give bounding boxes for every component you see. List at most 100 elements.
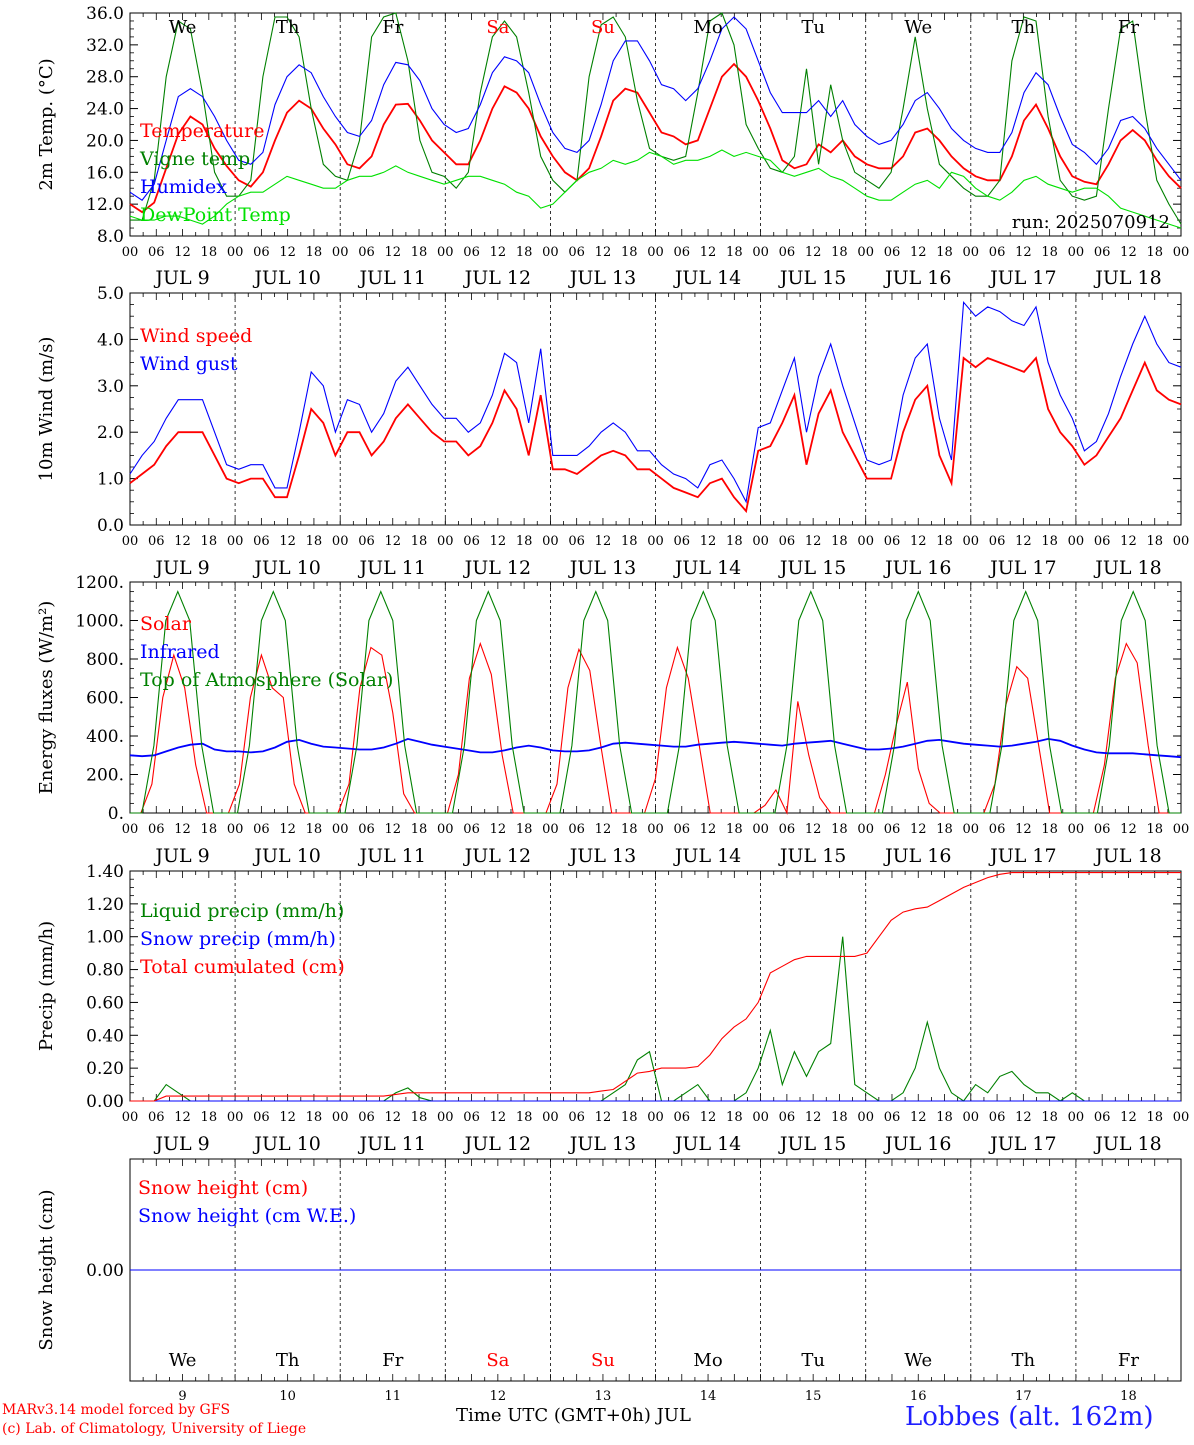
date-label: JUL 10 [252, 267, 320, 289]
hour-label: 00 [332, 245, 349, 260]
legend-entry-energy-1: Infrared [140, 641, 220, 663]
date-label: JUL 16 [883, 267, 951, 289]
hour-label: 18 [621, 822, 638, 837]
hour-label: 18 [726, 245, 743, 260]
date-label: JUL 14 [673, 557, 741, 579]
hour-label: 00 [122, 822, 139, 837]
hour-label: 00 [857, 245, 874, 260]
weekday-label-top: Fr [382, 17, 403, 38]
y-axis-title-snow: Snow height (cm) [36, 1189, 57, 1350]
legend-entry-temperature-1: Vigne temp [139, 148, 250, 170]
hour-label: 06 [884, 822, 901, 837]
hour-label: 06 [674, 245, 691, 260]
hour-label: 18 [201, 822, 218, 837]
weekday-label-bottom: We [904, 1350, 932, 1371]
hour-label: 06 [989, 534, 1006, 549]
date-label: JUL 16 [883, 1133, 951, 1155]
y-tick-label: 800. [86, 650, 124, 670]
hour-label: 00 [437, 245, 454, 260]
hour-label: 00 [227, 1110, 244, 1125]
hour-label: 00 [542, 822, 559, 837]
legend-entry-wind-1: Wind gust [140, 353, 238, 375]
hour-label: 12 [490, 1110, 507, 1125]
day-number-label: 15 [805, 1389, 822, 1404]
date-label: JUL 17 [988, 267, 1056, 289]
y-tick-label: 2.0 [97, 423, 124, 443]
hour-label: 00 [437, 1110, 454, 1125]
y-tick-label: 20.0 [86, 131, 124, 151]
y-tick-label: 400. [86, 727, 124, 747]
y-tick-label: 0.60 [86, 993, 124, 1013]
hour-label: 18 [516, 245, 533, 260]
weekday-label-bottom: Fr [382, 1350, 403, 1371]
y-tick-label: 1.20 [86, 895, 124, 915]
date-label: JUL 17 [988, 1133, 1056, 1155]
hour-label: 12 [490, 245, 507, 260]
date-label: JUL 15 [778, 1133, 846, 1155]
hour-label: 00 [1173, 534, 1190, 549]
weekday-label-bottom: Sa [486, 1350, 509, 1371]
hour-label: 06 [884, 245, 901, 260]
date-label: JUL 18 [1093, 267, 1161, 289]
hour-label: 18 [1146, 822, 1163, 837]
series-line-temperature-2 [129, 16, 1182, 201]
hour-label: 06 [884, 1110, 901, 1125]
hour-label: 12 [1015, 1110, 1032, 1125]
weekday-label-top: Fr [1118, 17, 1139, 38]
hour-label: 00 [1068, 245, 1085, 260]
date-label: JUL 17 [988, 557, 1056, 579]
y-tick-label: 0. [108, 804, 124, 824]
weekday-label-bottom: Mo [693, 1350, 722, 1371]
legend-entry-precip-0: Liquid precip (mm/h) [140, 900, 344, 922]
hour-label: 18 [516, 534, 533, 549]
weekday-label-bottom: We [169, 1350, 197, 1371]
date-label: JUL 12 [463, 267, 531, 289]
legend-entry-snow-0: Snow height (cm) [138, 1177, 308, 1199]
day-number-label: 13 [595, 1389, 612, 1404]
date-label: JUL 10 [252, 557, 320, 579]
hour-label: 12 [1015, 245, 1032, 260]
series-line-precip-2 [130, 872, 1181, 1102]
hour-label: 12 [700, 822, 717, 837]
hour-label: 00 [1068, 822, 1085, 837]
hour-label: 00 [1173, 1110, 1190, 1125]
y-tick-label: 0.00 [86, 1092, 124, 1112]
day-number-label: 18 [1120, 1389, 1137, 1404]
hour-label: 06 [1094, 822, 1111, 837]
y-tick-label: 5.0 [97, 284, 124, 304]
y-tick-label: 0.00 [86, 1261, 124, 1281]
hour-label: 12 [700, 534, 717, 549]
hour-label: 12 [279, 822, 296, 837]
hour-label: 06 [1094, 1110, 1111, 1125]
hour-label: 06 [674, 1110, 691, 1125]
day-number-label: 12 [490, 1389, 507, 1404]
hour-label: 18 [936, 245, 953, 260]
y-tick-label: 12.0 [86, 195, 124, 215]
hour-label: 06 [568, 534, 585, 549]
hour-label: 06 [253, 1110, 270, 1125]
hour-label: 00 [227, 245, 244, 260]
y-tick-label: 4.0 [97, 330, 124, 350]
hour-label: 00 [752, 822, 769, 837]
hour-label: 18 [411, 245, 428, 260]
x-axis-title: Time UTC (GMT+0h) JUL [456, 1405, 691, 1426]
hour-label: 12 [490, 822, 507, 837]
hour-label: 18 [411, 1110, 428, 1125]
hour-label: 12 [384, 822, 401, 837]
hour-label: 18 [516, 822, 533, 837]
weekday-label-top: Mo [693, 17, 722, 38]
hour-label: 12 [174, 1110, 191, 1125]
hour-label: 18 [831, 245, 848, 260]
hour-label: 18 [726, 534, 743, 549]
hour-label: 12 [174, 245, 191, 260]
hour-label: 00 [542, 245, 559, 260]
hour-label: 06 [779, 1110, 796, 1125]
date-label: JUL 12 [463, 845, 531, 867]
hour-label: 00 [437, 534, 454, 549]
hour-label: 12 [700, 1110, 717, 1125]
hour-label: 00 [122, 1110, 139, 1125]
hour-label: 18 [726, 1110, 743, 1125]
hour-label: 06 [568, 1110, 585, 1125]
hour-label: 12 [595, 245, 612, 260]
